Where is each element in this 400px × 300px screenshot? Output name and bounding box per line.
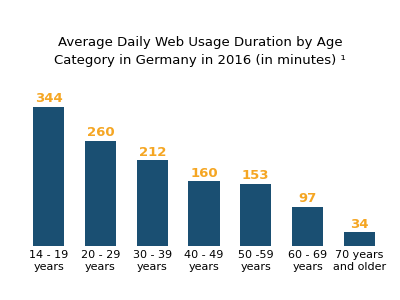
Bar	[188, 181, 220, 246]
Text: 153: 153	[242, 169, 270, 182]
Bar	[292, 207, 323, 246]
Text: 34: 34	[350, 218, 369, 231]
Bar	[240, 184, 271, 246]
Bar	[85, 141, 116, 246]
Bar	[344, 232, 375, 246]
Text: 97: 97	[298, 192, 317, 205]
Bar	[137, 160, 168, 246]
Text: 160: 160	[190, 167, 218, 180]
Text: 260: 260	[87, 126, 114, 139]
Bar	[33, 107, 64, 246]
Text: 212: 212	[138, 146, 166, 158]
Text: 344: 344	[35, 92, 62, 105]
Text: Average Daily Web Usage Duration by Age
Category in Germany in 2016 (in minutes): Average Daily Web Usage Duration by Age …	[54, 36, 346, 67]
